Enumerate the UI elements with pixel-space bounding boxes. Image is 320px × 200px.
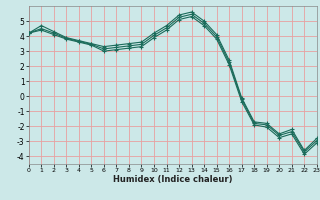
- X-axis label: Humidex (Indice chaleur): Humidex (Indice chaleur): [113, 175, 233, 184]
